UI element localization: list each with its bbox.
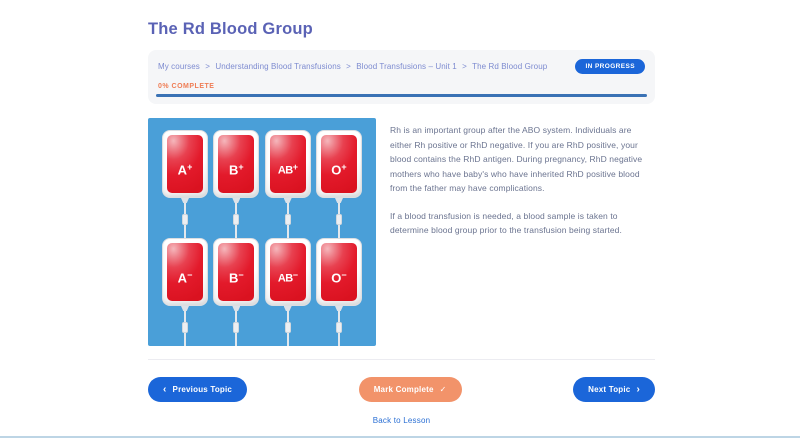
blood-bag-row-negative: A− B− AB− O− <box>162 238 362 346</box>
blood-bag-shape: B− <box>213 238 260 306</box>
tube-line <box>337 225 340 238</box>
blood-bag: O+ <box>315 130 362 238</box>
breadcrumb-item-my-courses[interactable]: My courses <box>158 62 200 71</box>
tube-line <box>235 333 238 346</box>
next-topic-label: Next Topic <box>588 385 631 394</box>
previous-topic-label: Previous Topic <box>172 385 233 394</box>
blood-bag: B+ <box>213 130 260 238</box>
tube-port <box>283 306 292 311</box>
blood-bag-label: B+ <box>229 161 244 178</box>
tube-port <box>181 306 189 311</box>
blood-bag-label: A+ <box>177 161 193 178</box>
mark-complete-label: Mark Complete <box>373 385 434 394</box>
blood-bag-shape: O+ <box>315 130 362 198</box>
progress-label: 0% COMPLETE <box>158 83 215 90</box>
tube-line <box>286 311 289 322</box>
chevron-left-icon: ‹ <box>163 383 167 395</box>
tube-line <box>286 203 289 214</box>
footer-top-border <box>0 436 800 438</box>
blood-bag-shape: O− <box>315 238 362 306</box>
tube-line <box>184 203 186 214</box>
check-icon: ✓ <box>439 385 447 394</box>
lesson-page: The Rd Blood Group My courses > Understa… <box>148 20 655 428</box>
blood-bag-shape: AB+ <box>264 130 311 198</box>
tube-line <box>184 225 186 238</box>
status-badge: IN PROGRESS <box>575 59 645 74</box>
breadcrumb-item-unit[interactable]: Blood Transfusions – Unit 1 <box>356 62 457 71</box>
blood-bag: O− <box>315 238 362 346</box>
blood-bag-row-positive: A+ B+ AB+ O+ <box>162 130 362 238</box>
topic-navigation: ‹ Previous Topic Mark Complete ✓ Next To… <box>148 377 655 402</box>
tube-line <box>235 225 238 238</box>
breadcrumb-separator: > <box>205 62 211 71</box>
tube-port <box>232 198 241 203</box>
tube-port <box>334 198 343 203</box>
tube-connector <box>335 214 342 225</box>
lesson-paragraph: If a blood transfusion is needed, a bloo… <box>390 210 622 236</box>
blood-bag: AB+ <box>264 130 311 238</box>
lesson-paragraph: Rh is an important group after the ABO s… <box>390 125 643 193</box>
breadcrumb: My courses > Understanding Blood Transfu… <box>158 62 547 71</box>
tube-connector <box>182 322 188 333</box>
back-to-lesson-link[interactable]: Back to Lesson <box>372 416 431 425</box>
progress-bar <box>156 94 647 97</box>
tube-port <box>283 198 292 203</box>
tube-connector <box>233 214 240 225</box>
tube-line <box>337 311 340 322</box>
tube-line <box>184 333 186 346</box>
breadcrumb-separator: > <box>346 62 351 71</box>
page-title: The Rd Blood Group <box>148 20 313 38</box>
blood-bag: A+ <box>162 130 208 238</box>
status-card: My courses > Understanding Blood Transfu… <box>148 50 655 104</box>
blood-bags-image: A+ B+ AB+ O+ A− <box>148 118 376 346</box>
blood-bag-label: A− <box>177 269 193 286</box>
tube-connector <box>233 322 240 333</box>
previous-topic-button[interactable]: ‹ Previous Topic <box>148 377 248 402</box>
blood-bag: A− <box>162 238 208 346</box>
tube-port <box>181 198 189 203</box>
mark-complete-button[interactable]: Mark Complete ✓ <box>358 377 462 402</box>
breadcrumb-item-current: The Rd Blood Group <box>472 62 548 71</box>
blood-bag: AB− <box>264 238 311 346</box>
blood-bag: B− <box>213 238 260 346</box>
chevron-right-icon: › <box>636 383 640 395</box>
back-row: Back to Lesson <box>148 410 655 428</box>
blood-bag-label: B− <box>229 269 244 286</box>
tube-line <box>337 203 340 214</box>
tube-port <box>334 306 343 311</box>
tube-connector <box>182 214 188 225</box>
tube-connector <box>284 322 291 333</box>
breadcrumb-item-course[interactable]: Understanding Blood Transfusions <box>215 62 341 71</box>
tube-line <box>235 311 238 322</box>
lesson-body: A+ B+ AB+ O+ A− <box>148 118 655 346</box>
blood-bag-shape: B+ <box>213 130 260 198</box>
tube-port <box>232 306 241 311</box>
tube-line <box>184 311 186 322</box>
blood-bag-label: O− <box>331 269 347 286</box>
tube-connector <box>335 322 342 333</box>
tube-line <box>235 203 238 214</box>
blood-bag-shape: A− <box>162 238 208 306</box>
next-topic-button[interactable]: Next Topic › <box>573 377 655 402</box>
tube-line <box>337 333 340 346</box>
blood-bag-label: AB+ <box>277 161 298 177</box>
tube-line <box>286 333 289 346</box>
blood-bag-label: AB− <box>277 269 298 285</box>
tube-line <box>286 225 289 238</box>
blood-bag-shape: A+ <box>162 130 208 198</box>
divider <box>148 359 655 360</box>
blood-bag-label: O+ <box>331 161 347 178</box>
lesson-text: Rh is an important group after the ABO s… <box>390 118 655 346</box>
tube-connector <box>284 214 291 225</box>
blood-bag-shape: AB− <box>264 238 311 306</box>
breadcrumb-separator: > <box>462 62 467 71</box>
